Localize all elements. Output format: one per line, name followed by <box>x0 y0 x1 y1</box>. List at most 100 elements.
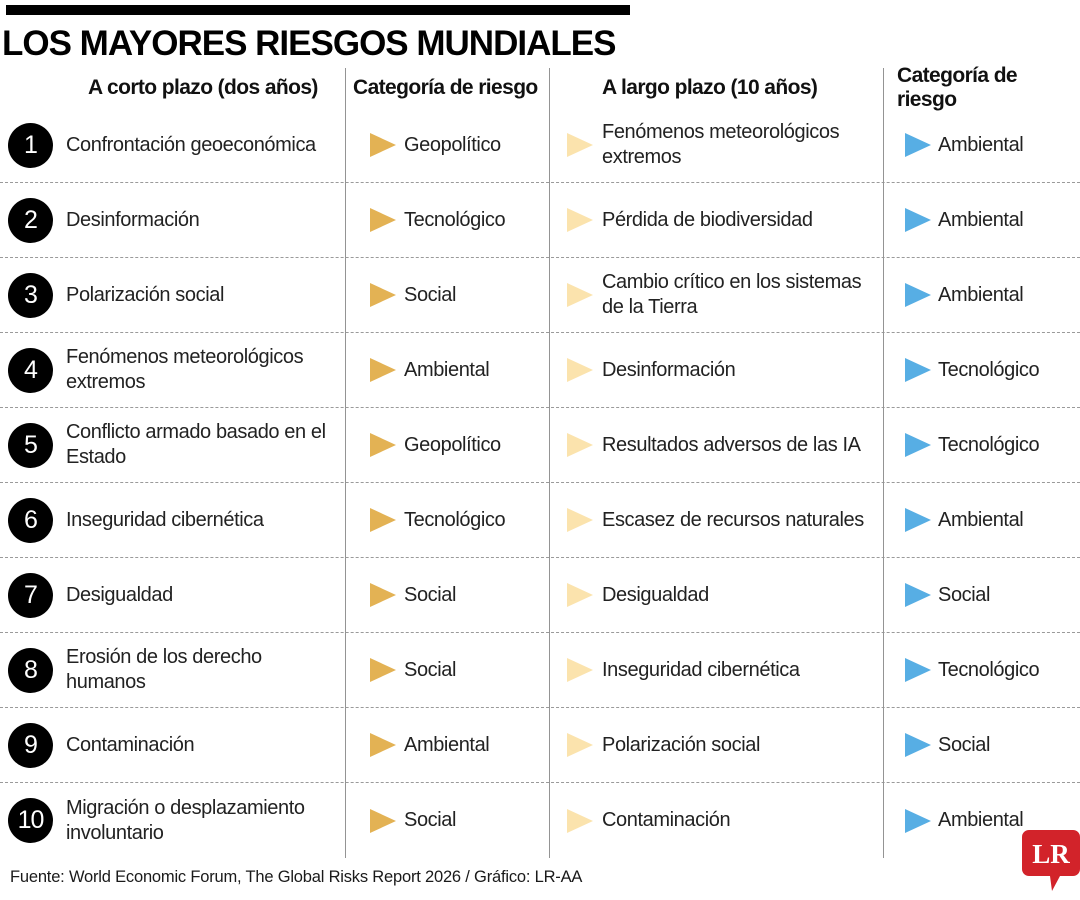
short-term-risk-label: Polarización social <box>66 283 225 306</box>
rank-badge: 1 <box>8 122 53 168</box>
table-row: 6 Inseguridad cibernética Tecnológico Es… <box>0 483 1080 558</box>
table-row: 5 Conflicto armado basado en el Estado G… <box>0 408 1080 483</box>
triangle-marker-icon <box>370 283 396 307</box>
table-body: 1 Confrontación geoeconómica Geopolítico… <box>0 108 1080 858</box>
rank-badge: 7 <box>8 572 53 618</box>
triangle-marker-icon <box>567 283 593 307</box>
short-term-category-label: Geopolítico <box>404 433 501 456</box>
long-term-cell: Inseguridad cibernética <box>549 633 883 707</box>
triangle-marker-icon <box>567 208 593 232</box>
triangle-marker-icon <box>567 133 593 157</box>
long-term-cell: Fenómenos meteorológicos extremos <box>549 108 883 182</box>
long-term-category-label: Ambiental <box>938 133 1024 156</box>
short-term-cell: 1 Confrontación geoeconómica <box>0 108 345 182</box>
long-term-risk-label: Desinformación <box>602 358 736 381</box>
short-term-category-cell: Ambiental <box>345 708 549 782</box>
long-term-cell: Desinformación <box>549 333 883 407</box>
long-term-cell: Resultados adversos de las IA <box>549 408 883 482</box>
risks-table: A corto plazo (dos años) Categoría de ri… <box>0 64 1080 858</box>
triangle-marker-icon <box>567 658 593 682</box>
long-term-category-label: Social <box>938 583 991 606</box>
long-term-category-label: Tecnológico <box>938 358 1040 381</box>
lr-logo-text: LR <box>1032 839 1070 869</box>
short-term-cell: 3 Polarización social <box>0 258 345 332</box>
column-divider <box>549 68 550 858</box>
rank-badge: 8 <box>8 647 53 693</box>
triangle-marker-icon <box>370 733 396 757</box>
long-term-category-cell: Ambiental <box>883 483 1080 557</box>
short-term-category-label: Social <box>404 809 457 831</box>
table-row: 8 Erosión de los derecho humanos Social … <box>0 633 1080 708</box>
rank-badge: 10 <box>8 798 53 843</box>
long-term-category-cell: Tecnológico <box>883 408 1080 482</box>
table-row: 9 Contaminación Ambiental Polarización s… <box>0 708 1080 783</box>
triangle-marker-icon <box>567 808 593 833</box>
long-term-cell: Desigualdad <box>549 558 883 632</box>
long-term-risk-label: Resultados adversos de las IA <box>602 433 861 456</box>
triangle-marker-icon <box>567 583 593 607</box>
short-term-cell: 2 Desinformación <box>0 183 345 257</box>
page-title: LOS MAYORES RIESGOS MUNDIALES <box>2 24 616 63</box>
lr-logo-bubble <box>1022 830 1080 891</box>
short-term-cell: 4 Fenómenos meteorológicos extremos <box>0 333 345 407</box>
short-term-category-label: Social <box>404 658 457 681</box>
rank-badge: 6 <box>8 497 53 543</box>
long-term-category-label: Tecnológico <box>938 658 1040 681</box>
triangle-marker-icon <box>567 433 593 457</box>
table-row: 10 Migración o desplazamiento involuntar… <box>0 783 1080 858</box>
triangle-marker-icon <box>905 808 931 833</box>
long-term-cell: Cambio crítico en los sistemas de la Tie… <box>549 258 883 332</box>
short-term-category-cell: Social <box>345 258 549 332</box>
triangle-marker-icon <box>370 658 396 682</box>
rank-badge: 5 <box>8 422 53 468</box>
short-term-category-cell: Social <box>345 633 549 707</box>
table-row: 3 Polarización social Social Cambio crít… <box>0 258 1080 333</box>
triangle-marker-icon <box>905 358 931 382</box>
triangle-marker-icon <box>370 133 396 157</box>
column-header-category-long: Categoría de riesgo <box>897 64 1018 111</box>
source-credit: Fuente: World Economic Forum, The Global… <box>10 868 583 886</box>
long-term-risk-label: Pérdida de biodiversidad <box>602 208 813 231</box>
long-term-risk-label: Polarización social <box>602 733 761 756</box>
short-term-risk-label: Desinformación <box>66 208 200 231</box>
long-term-category-cell: Ambiental <box>883 783 1080 858</box>
triangle-marker-icon <box>370 433 396 457</box>
long-term-risk-label: Cambio crítico en los sistemas de la Tie… <box>602 271 862 318</box>
triangle-marker-icon <box>905 208 931 232</box>
table-row: 7 Desigualdad Social Desigualdad Social <box>0 558 1080 633</box>
long-term-category-label: Ambiental <box>938 508 1024 531</box>
long-term-category-cell: Ambiental <box>883 183 1080 257</box>
short-term-cell: 9 Contaminación <box>0 708 345 782</box>
triangle-marker-icon <box>567 508 593 532</box>
table-row: 4 Fenómenos meteorológicos extremos Ambi… <box>0 333 1080 408</box>
long-term-cell: Pérdida de biodiversidad <box>549 183 883 257</box>
triangle-marker-icon <box>370 358 396 382</box>
rank-badge: 2 <box>8 197 53 243</box>
long-term-risk-label: Contaminación <box>602 809 731 831</box>
triangle-marker-icon <box>567 733 593 757</box>
triangle-marker-icon <box>905 133 931 157</box>
triangle-marker-icon <box>370 508 396 532</box>
triangle-marker-icon <box>905 508 931 532</box>
long-term-cell: Contaminación <box>549 783 883 858</box>
triangle-marker-icon <box>905 433 931 457</box>
short-term-category-label: Ambiental <box>404 733 490 756</box>
column-divider <box>883 68 884 858</box>
long-term-risk-label: Fenómenos meteorológicos extremos <box>602 121 840 168</box>
short-term-risk-label: Inseguridad cibernética <box>66 508 264 531</box>
short-term-risk-label: Contaminación <box>66 733 195 756</box>
long-term-risk-label: Escasez de recursos naturales <box>602 508 864 531</box>
short-term-risk-label: Desigualdad <box>66 583 173 606</box>
table-header-row: A corto plazo (dos años) Categoría de ri… <box>0 64 1080 111</box>
short-term-cell: 10 Migración o desplazamiento involuntar… <box>0 783 345 858</box>
long-term-category-cell: Tecnológico <box>883 633 1080 707</box>
column-header-short-term: A corto plazo (dos años) <box>88 76 318 99</box>
short-term-category-cell: Ambiental <box>345 333 549 407</box>
long-term-category-label: Tecnológico <box>938 433 1040 456</box>
long-term-category-label: Ambiental <box>938 809 1024 831</box>
short-term-cell: 8 Erosión de los derecho humanos <box>0 633 345 707</box>
short-term-cell: 7 Desigualdad <box>0 558 345 632</box>
long-term-category-label: Ambiental <box>938 283 1024 306</box>
short-term-risk-label: Confrontación geoeconómica <box>66 133 316 156</box>
